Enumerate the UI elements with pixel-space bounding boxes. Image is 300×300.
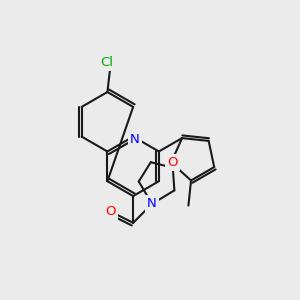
Text: N: N <box>130 133 140 146</box>
Text: O: O <box>105 205 116 218</box>
Text: Cl: Cl <box>100 56 113 69</box>
Text: N: N <box>147 197 157 210</box>
Text: O: O <box>167 156 178 169</box>
